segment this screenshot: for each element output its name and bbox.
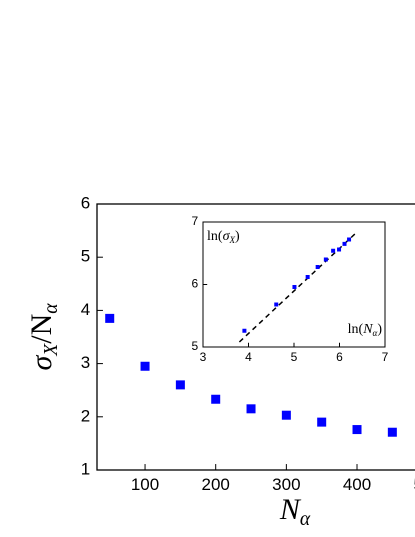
x-tick-label: 400 bbox=[343, 475, 371, 494]
data-point bbox=[246, 404, 256, 414]
data-point bbox=[105, 313, 115, 323]
label-part: ln( bbox=[348, 322, 364, 337]
label-part: N bbox=[362, 322, 373, 337]
data-point bbox=[387, 427, 397, 437]
data-point bbox=[175, 380, 185, 390]
label-part: ) bbox=[235, 229, 240, 244]
label-part: ln( bbox=[207, 229, 223, 244]
y-tick-label: 2 bbox=[81, 406, 90, 425]
data-point bbox=[315, 265, 320, 269]
y-tick-label: 3 bbox=[81, 353, 90, 372]
x-tick-label: 7 bbox=[382, 350, 389, 364]
label-part: α bbox=[373, 328, 378, 338]
y-tick-label: 6 bbox=[81, 193, 90, 212]
x-tick-label: 3 bbox=[200, 350, 207, 364]
label-part: X bbox=[41, 343, 62, 357]
data-point bbox=[242, 328, 247, 333]
data-point bbox=[274, 302, 279, 307]
axis-label: ln(Nα) bbox=[348, 322, 383, 338]
label-part: N bbox=[279, 493, 302, 526]
x-tick-label: 200 bbox=[202, 475, 230, 494]
data-point bbox=[331, 248, 336, 253]
x-tick-label: 4 bbox=[245, 350, 252, 364]
data-point bbox=[337, 247, 342, 252]
data-point bbox=[281, 410, 291, 420]
data-point bbox=[292, 285, 297, 289]
data-point bbox=[317, 417, 327, 427]
y-tick-label: 5 bbox=[192, 339, 199, 353]
label-part: σ bbox=[25, 354, 58, 370]
label-part: σ bbox=[223, 229, 231, 244]
y-tick-label: 4 bbox=[81, 300, 90, 319]
data-point bbox=[342, 241, 347, 246]
x-tick-label: 300 bbox=[272, 475, 300, 494]
axis-label: σX/Nα bbox=[25, 303, 63, 371]
y-tick-label: 1 bbox=[81, 459, 90, 478]
data-point bbox=[305, 275, 310, 279]
data-point bbox=[140, 361, 150, 371]
y-tick-label: 5 bbox=[81, 247, 90, 266]
x-tick-label: 100 bbox=[131, 475, 159, 494]
x-tick-label: 6 bbox=[336, 350, 343, 364]
axis-label: ln(σX) bbox=[207, 229, 240, 245]
label-part: α bbox=[41, 303, 62, 314]
y-tick-label: 7 bbox=[192, 214, 199, 228]
axis-label: Nα bbox=[279, 493, 311, 531]
label-part: X bbox=[228, 235, 235, 245]
label-part: α bbox=[300, 509, 311, 530]
x-tick-label: 500 bbox=[413, 475, 415, 494]
label-part: /N bbox=[25, 314, 58, 344]
data-point bbox=[323, 257, 328, 262]
data-point bbox=[347, 237, 352, 242]
y-tick-label: 6 bbox=[192, 277, 199, 291]
data-point bbox=[211, 394, 221, 404]
data-point bbox=[352, 425, 362, 435]
x-tick-label: 5 bbox=[291, 350, 298, 364]
label-part: ) bbox=[377, 322, 382, 337]
